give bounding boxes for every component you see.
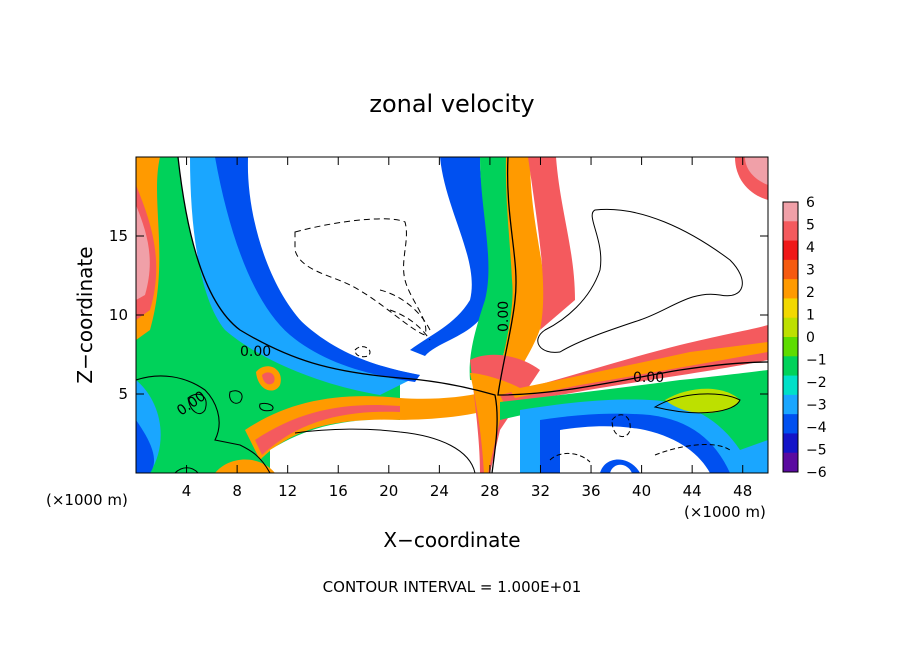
colorbar-segment [783, 298, 798, 319]
contour-label: 0.00 [496, 301, 512, 332]
colorbar-tick-label: 1 [806, 308, 815, 324]
colorbar-tick-label: −4 [806, 420, 827, 436]
colorbar-segment [783, 356, 798, 377]
colorbar-segment [783, 240, 798, 261]
chart-title: zonal velocity [369, 90, 534, 118]
x-tick-label: 4 [182, 482, 192, 500]
x-tick-label: 48 [733, 482, 752, 500]
colorbar-tick-label: 6 [806, 195, 815, 211]
colorbar-segment [783, 279, 798, 299]
x-tick-label: 24 [430, 482, 449, 500]
colorbar-tick-label: 2 [806, 285, 815, 301]
x-tick-label: 32 [531, 482, 550, 500]
colorbar-tick-label: −5 [806, 443, 827, 459]
contour-label: 0.00 [633, 370, 664, 386]
colorbar-segment [783, 221, 798, 242]
velocity-field [136, 157, 768, 473]
x-unit-left: (×1000 m) [46, 491, 128, 509]
x-axis: 4 8 12 16 20 24 28 32 36 40 44 48 [182, 157, 752, 500]
colorbar-tick-label: −1 [806, 353, 827, 369]
x-tick-label: 12 [278, 482, 297, 500]
x-tick-label: 16 [329, 482, 348, 500]
colorbar-segment [783, 414, 798, 434]
colorbar-segment [783, 259, 798, 280]
colorbar-tick-label: −3 [806, 398, 827, 414]
x-tick-label: 8 [232, 482, 242, 500]
x-tick-label: 44 [683, 482, 702, 500]
colorbar-segment [783, 337, 798, 357]
colorbar-tick-label: −2 [806, 375, 827, 391]
contour-label: 0.00 [240, 344, 271, 360]
colorbar-segment [783, 452, 798, 473]
colorbar-tick-label: 0 [806, 330, 815, 346]
x-axis-label: X−coordinate [383, 528, 520, 552]
y-tick-label: 10 [109, 306, 128, 324]
y-axis: 5 10 15 [109, 227, 768, 403]
y-tick-label: 5 [118, 385, 128, 403]
x-tick-label: 40 [632, 482, 651, 500]
contour-interval: CONTOUR INTERVAL = 1.000E+01 [323, 578, 582, 596]
colorbar-tick-label: 4 [806, 240, 815, 256]
x-tick-label: 36 [581, 482, 600, 500]
colorbar-tick-label: 5 [806, 218, 815, 234]
x-tick-label: 28 [480, 482, 499, 500]
colorbar: 6 5 4 3 2 1 0 −1 −2 −3 −4 −5 −6 [782, 195, 827, 481]
y-axis-label: Z−coordinate [73, 246, 97, 383]
x-tick-label: 20 [379, 482, 398, 500]
colorbar-segment [783, 375, 798, 396]
colorbar-tick-label: 3 [806, 263, 815, 279]
x-unit-right: (×1000 m) [684, 503, 766, 521]
colorbar-frame [782, 201, 799, 473]
colorbar-segment [783, 317, 798, 338]
colorbar-segment [783, 202, 798, 222]
colorbar-segment [783, 394, 798, 415]
colorbar-tick-label: −6 [806, 465, 827, 481]
y-tick-label: 15 [109, 227, 128, 245]
colorbar-segment [783, 433, 798, 454]
